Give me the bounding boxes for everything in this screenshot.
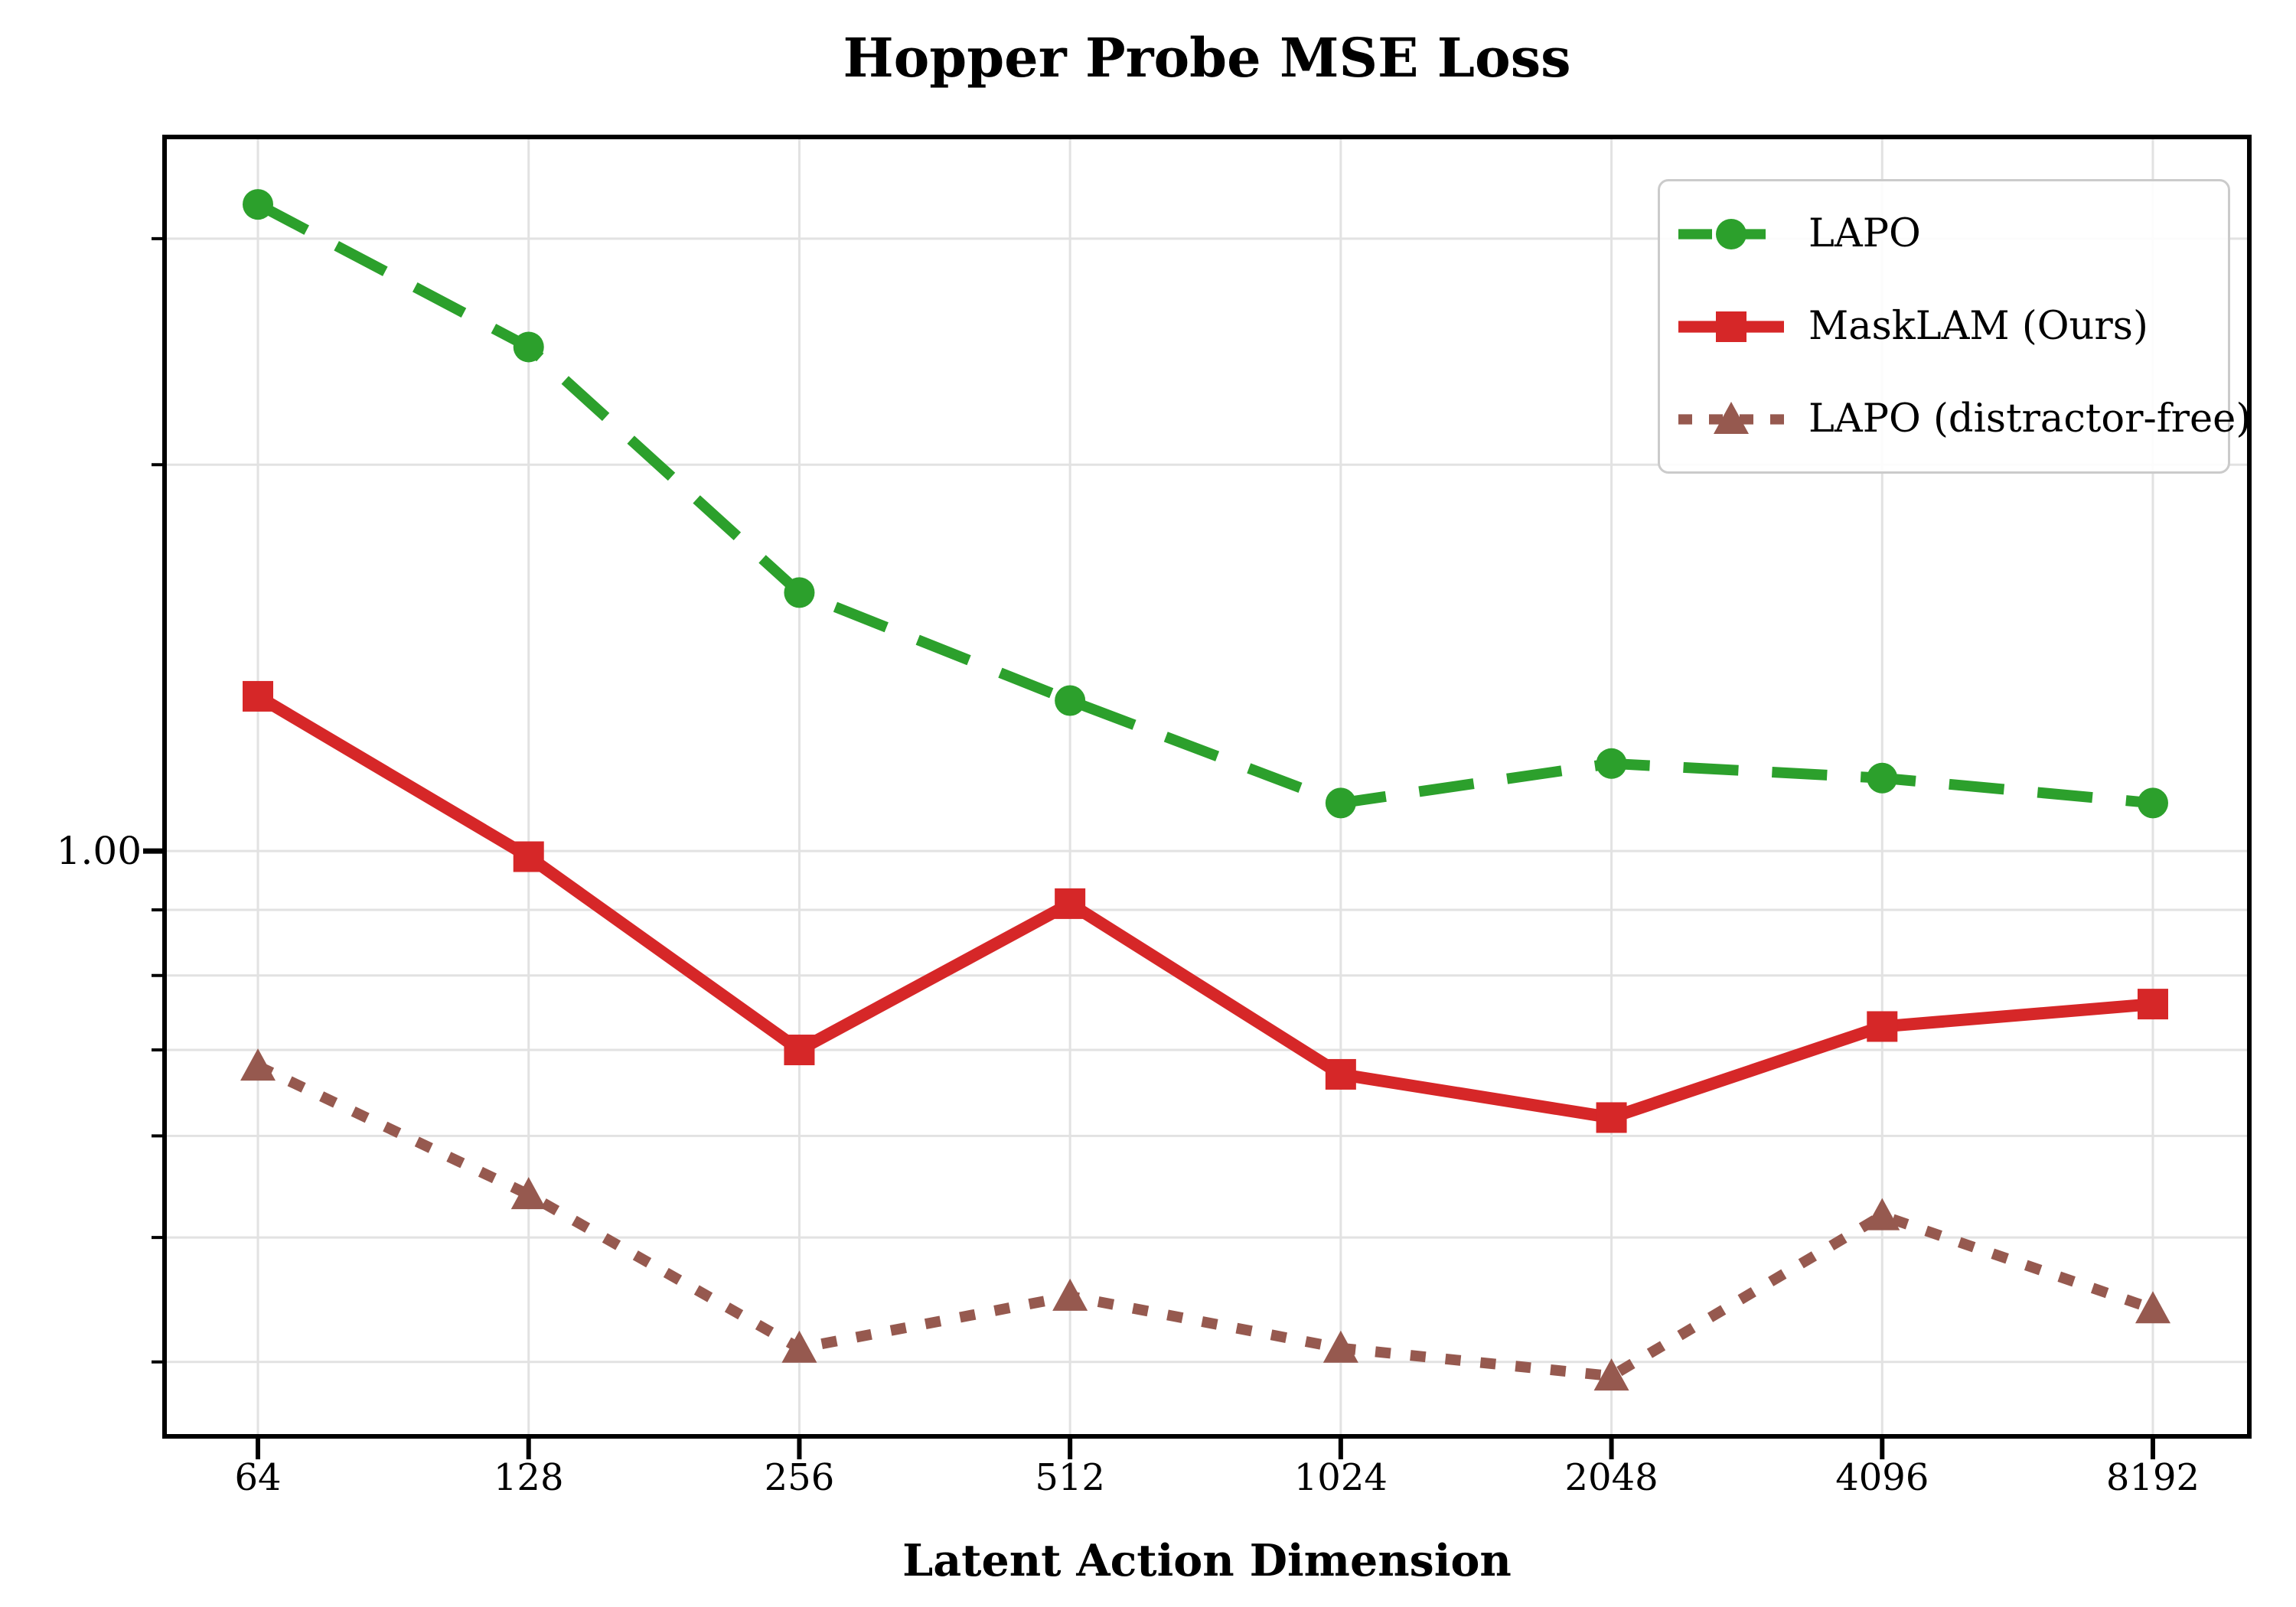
x-axis-label: Latent Action Dimension <box>902 1535 1512 1586</box>
x-tick-labels: 64 128 256 512 1024 2048 4096 8192 <box>234 1456 2200 1499</box>
svg-text:2048: 2048 <box>1564 1456 1658 1499</box>
svg-text:1024: 1024 <box>1294 1456 1388 1499</box>
legend-sample-masklam-icon <box>1678 311 1784 342</box>
legend: LAPO MaskLAM (Ours) LAPO (distractor-fre… <box>1658 179 2251 474</box>
svg-text:64: 64 <box>234 1456 281 1499</box>
svg-text:512: 512 <box>1035 1456 1105 1499</box>
svg-text:128: 128 <box>494 1456 564 1499</box>
legend-label: LAPO <box>1808 211 1921 256</box>
legend-row: MaskLAM (Ours) <box>1674 280 2228 373</box>
axis-ticks <box>143 236 2155 1459</box>
svg-text:8192: 8192 <box>2106 1456 2200 1499</box>
svg-text:4096: 4096 <box>1835 1456 1929 1499</box>
legend-sample-lapo-icon <box>1678 218 1784 249</box>
legend-sample-lapo-distractor-free-icon <box>1678 401 1784 434</box>
legend-row: LAPO <box>1674 187 2228 280</box>
legend-label: LAPO (distractor-free) <box>1808 396 2252 442</box>
data-series <box>240 189 2170 1391</box>
legend-label: MaskLAM (Ours) <box>1808 304 2148 349</box>
axes-frame <box>162 135 2252 1439</box>
chart-title: Hopper Probe MSE Loss <box>843 26 1571 90</box>
y-tick-label: 1.00 <box>56 829 142 874</box>
legend-row: LAPO (distractor-free) <box>1674 373 2251 465</box>
svg-text:256: 256 <box>765 1456 835 1499</box>
